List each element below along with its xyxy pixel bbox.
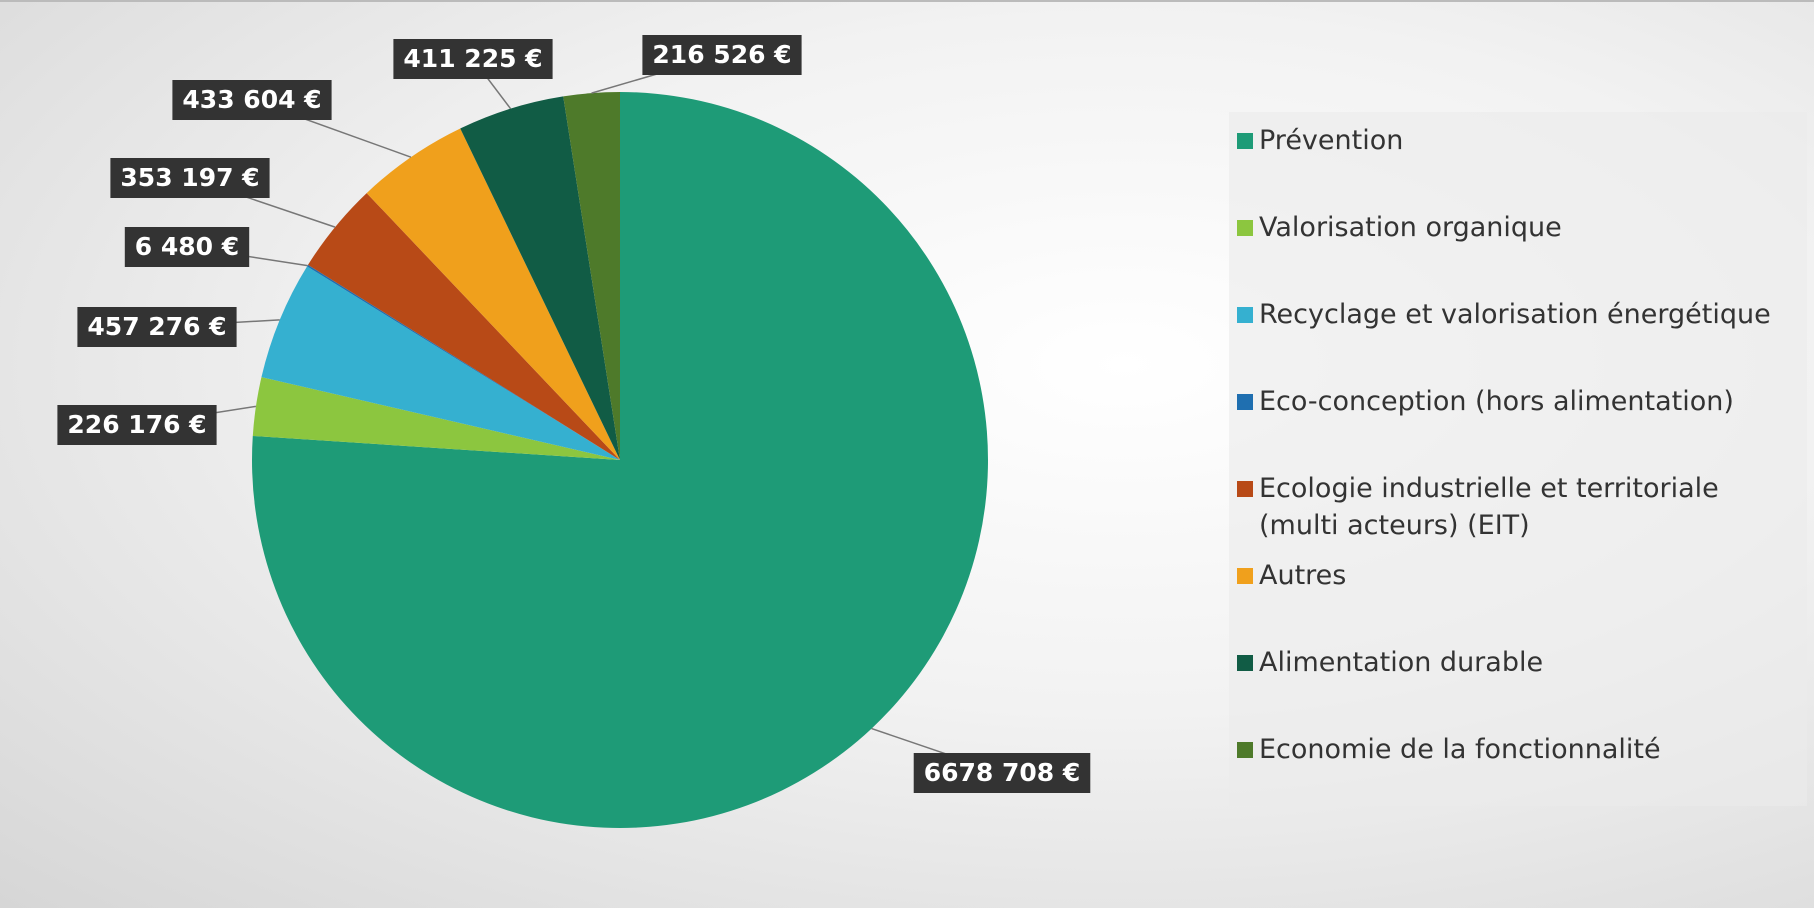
pie-slice	[307, 264, 620, 460]
data-label-text: 6 480 €	[135, 232, 239, 261]
label-box	[642, 35, 802, 75]
legend-item: Valorisation organique	[1237, 209, 1799, 296]
label-box	[77, 307, 237, 347]
pie-slice	[252, 92, 988, 829]
data-label: 6 480 €	[124, 227, 250, 267]
legend-item: Ecologie industrielle et territoriale (m…	[1237, 470, 1799, 557]
pie-slice	[460, 96, 620, 461]
legend-swatch	[1237, 655, 1253, 671]
data-label-text: 6678 708 €	[924, 758, 1081, 787]
legend-swatch	[1237, 568, 1253, 584]
legend-swatch	[1237, 394, 1253, 410]
legend-item: Prévention	[1237, 122, 1799, 209]
data-label-text: 433 604 €	[182, 85, 321, 114]
legend-label: Eco-conception (hors alimentation)	[1259, 386, 1734, 417]
data-label: 457 276 €	[77, 307, 237, 347]
data-label-text: 216 526 €	[652, 40, 791, 69]
data-label: 216 526 €	[642, 35, 802, 75]
legend-swatch	[1237, 307, 1253, 323]
label-box	[110, 158, 270, 198]
data-label: 226 176 €	[57, 405, 217, 445]
legend-label: Alimentation durable	[1259, 647, 1544, 678]
label-box	[393, 39, 553, 79]
legend-label: Ecologie industrielle et territoriale (m…	[1259, 473, 1719, 541]
label-box	[124, 227, 250, 267]
data-label-text: 226 176 €	[67, 410, 206, 439]
label-box	[172, 80, 332, 120]
data-label-text: 353 197 €	[120, 163, 259, 192]
data-label: 353 197 €	[110, 158, 270, 198]
pie-slice	[261, 266, 620, 460]
pie-slice	[252, 377, 621, 460]
legend-label: Economie de la fonctionnalité	[1259, 734, 1661, 765]
data-label: 411 225 €	[393, 39, 553, 79]
pie-slice	[366, 128, 620, 461]
legend-label: Prévention	[1259, 125, 1404, 156]
data-label-text: 411 225 €	[403, 44, 542, 73]
legend-label: Valorisation organique	[1259, 212, 1562, 243]
data-label: 433 604 €	[172, 80, 332, 120]
legend: Prévention Valorisation organique Recyclag…	[1229, 112, 1807, 806]
legend-item: Autres	[1237, 557, 1799, 644]
pie-slice	[563, 92, 620, 460]
legend-item: Alimentation durable	[1237, 644, 1799, 731]
legend-swatch	[1237, 481, 1253, 497]
data-label-text: 457 276 €	[87, 312, 226, 341]
data-label: 6678 708 €	[913, 753, 1091, 793]
legend-item: Eco-conception (hors alimentation)	[1237, 383, 1799, 470]
legend-swatch	[1237, 133, 1253, 149]
legend-item: Economie de la fonctionnalité	[1237, 731, 1799, 818]
label-box	[913, 753, 1091, 793]
legend-item: Recyclage et valorisation énergétique	[1237, 296, 1799, 383]
pie-slice	[307, 193, 620, 460]
label-box	[57, 405, 217, 445]
legend-label: Recyclage et valorisation énergétique	[1259, 299, 1771, 330]
legend-swatch	[1237, 742, 1253, 758]
legend-label: Autres	[1259, 560, 1347, 591]
legend-swatch	[1237, 220, 1253, 236]
